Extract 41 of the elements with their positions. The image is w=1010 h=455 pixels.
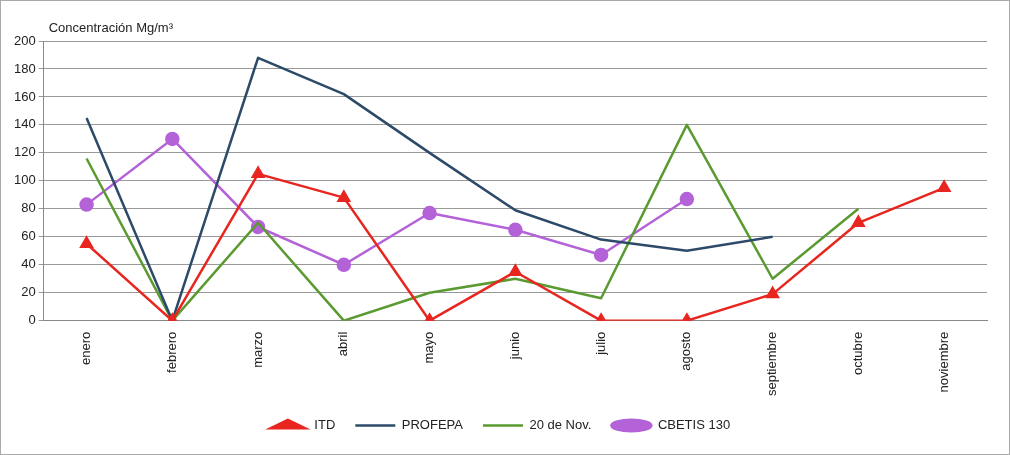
y-axis-title: Concentración Mg/m³ bbox=[48, 20, 174, 36]
point bbox=[336, 257, 352, 272]
y-tick-label: 180 bbox=[13, 60, 36, 76]
x-tick-label: mayo bbox=[421, 331, 437, 364]
x-tick-label: febrero bbox=[163, 331, 179, 373]
point bbox=[80, 236, 94, 249]
point bbox=[251, 166, 265, 179]
point bbox=[422, 205, 437, 221]
y-tick-label: 160 bbox=[13, 88, 36, 104]
y-tick-label: 120 bbox=[13, 144, 36, 160]
point bbox=[508, 222, 523, 238]
y-tick-label: 0 bbox=[28, 312, 36, 328]
y-tick-label: 60 bbox=[21, 228, 36, 244]
legend-label: PROFEPA bbox=[401, 417, 464, 433]
y-tick-label: 40 bbox=[21, 256, 36, 272]
point bbox=[851, 215, 865, 228]
y-tick-label: 100 bbox=[13, 172, 36, 188]
x-tick-label: abril bbox=[335, 331, 351, 357]
point bbox=[79, 197, 94, 212]
point bbox=[593, 247, 609, 263]
x-tick-label: septiembre bbox=[764, 331, 780, 396]
y-tick-label: 80 bbox=[21, 200, 36, 216]
x-tick-label: enero bbox=[78, 331, 94, 365]
x-tick-label: agosto bbox=[678, 331, 694, 371]
y-tick-label: 20 bbox=[21, 284, 36, 300]
point bbox=[165, 131, 180, 147]
x-tick-label: noviembre bbox=[935, 331, 951, 393]
x-tick-label: octubre bbox=[849, 331, 865, 376]
legend-label: CBETIS 130 bbox=[657, 417, 731, 433]
point bbox=[508, 264, 522, 276]
legend-label: ITD bbox=[314, 417, 336, 433]
point bbox=[766, 286, 780, 299]
y-tick-label: 140 bbox=[13, 116, 36, 132]
point bbox=[679, 191, 695, 207]
x-tick-label: julio bbox=[592, 331, 608, 356]
x-tick-label: marzo bbox=[249, 331, 265, 368]
y-tick-label: 200 bbox=[13, 32, 36, 48]
x-tick-label: junio bbox=[506, 331, 522, 361]
legend-label: 20 de Nov. bbox=[529, 417, 592, 433]
point bbox=[937, 180, 951, 193]
point bbox=[337, 190, 351, 202]
